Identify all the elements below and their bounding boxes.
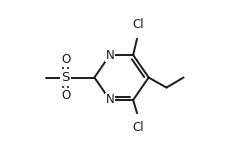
Text: N: N (105, 93, 114, 106)
Text: O: O (61, 53, 70, 66)
Text: Cl: Cl (132, 121, 144, 134)
Text: Cl: Cl (132, 18, 144, 31)
Text: O: O (61, 89, 70, 102)
Text: S: S (61, 71, 70, 84)
Text: N: N (105, 49, 114, 62)
